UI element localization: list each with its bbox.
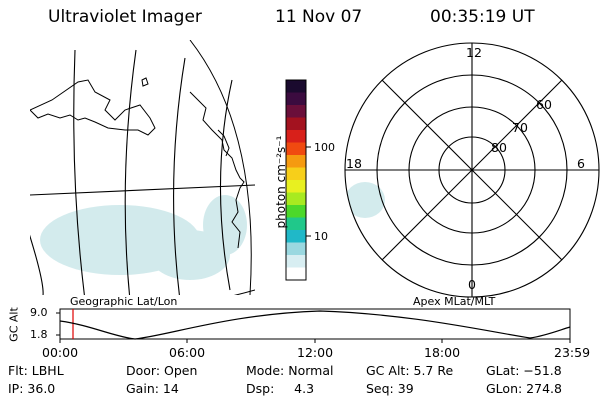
colorbar-band	[286, 80, 306, 93]
mlt-label-12: 12	[466, 45, 482, 60]
timeline-plot	[56, 308, 571, 343]
colorbar-band	[286, 155, 306, 168]
colorbar-tick-100: 100	[314, 141, 335, 154]
colorbar-tick-10: 10	[314, 230, 328, 243]
timeline-xtick-0600: 06:00	[169, 345, 206, 360]
colorbar-frame	[285, 79, 307, 281]
timeline-ytick-1-8: 1.8	[30, 328, 48, 341]
colorbar-band	[286, 192, 306, 206]
timeline-ticks	[56, 312, 571, 343]
mlt-label-18: 18	[346, 156, 362, 171]
colorbar-band	[286, 142, 306, 156]
colorbar-band	[286, 230, 306, 243]
colorbar-band	[286, 92, 306, 106]
polar-plot	[344, 42, 600, 298]
timeline-xtick-1200: 12:00	[297, 345, 334, 360]
info-glat: GLat: −51.8	[486, 363, 562, 378]
colorbar-band	[286, 167, 306, 181]
colorbar-ticks	[306, 146, 311, 237]
colorbar-band	[286, 255, 306, 268]
aurora-speckle-left	[40, 195, 247, 280]
lat-label-80: 80	[491, 140, 507, 155]
colorbar-band	[286, 267, 306, 281]
timeline-ylabel: GC Alt	[7, 307, 21, 342]
info-ip: IP: 36.0	[8, 381, 56, 396]
aurora-speckle-right	[345, 182, 385, 218]
timeline-ytick-9: 9.0	[30, 306, 48, 319]
antarctic-peninsula	[189, 91, 245, 249]
colorbar-band	[286, 180, 306, 193]
south-america-outline	[30, 79, 156, 136]
geographic-map	[30, 40, 255, 295]
mlt-label-6: 6	[577, 156, 585, 171]
meridians	[30, 49, 233, 295]
info-mode: Mode: Normal	[246, 363, 334, 378]
colorbar-unit-label: photon cm⁻²s⁻¹	[274, 135, 288, 229]
island-small	[141, 77, 149, 87]
geographic-label: Geographic Lat/Lon	[70, 295, 178, 308]
colorbar-band	[286, 105, 306, 118]
mlt-label-0: 0	[468, 277, 476, 292]
time-label: 00:35:19 UT	[430, 7, 535, 27]
peninsula-detail	[217, 129, 230, 157]
apex-label: Apex MLat/MLT	[413, 295, 496, 308]
date-label: 11 Nov 07	[275, 7, 363, 27]
lat-label-60: 60	[536, 97, 552, 112]
colorbar-band	[286, 205, 306, 218]
colorbar	[286, 80, 306, 281]
info-seq: Seq: 39	[366, 381, 414, 396]
parallel	[30, 184, 255, 196]
info-dsp: Dsp: 4.3	[246, 381, 315, 396]
colorbar-band	[286, 130, 306, 143]
info-gc-alt: GC Alt: 5.7 Re	[366, 363, 454, 378]
info-glon: GLon: 274.8	[486, 381, 562, 396]
instrument-title: Ultraviolet Imager	[48, 7, 202, 27]
timeline-xtick-1800: 18:00	[424, 345, 461, 360]
info-door: Door: Open	[126, 363, 198, 378]
timeline-xtick-0000: 00:00	[42, 345, 79, 360]
colorbar-band	[286, 217, 306, 231]
colorbar-band	[286, 242, 306, 256]
colorbar-band	[286, 117, 306, 131]
info-gain: Gain: 14	[126, 381, 179, 396]
lat-label-70: 70	[512, 120, 528, 135]
timeline-xtick-2359: 23:59	[554, 345, 591, 360]
info-filter: Flt: LBHL	[8, 363, 64, 378]
altitude-curve	[59, 310, 571, 340]
horizon-arc	[189, 40, 252, 295]
